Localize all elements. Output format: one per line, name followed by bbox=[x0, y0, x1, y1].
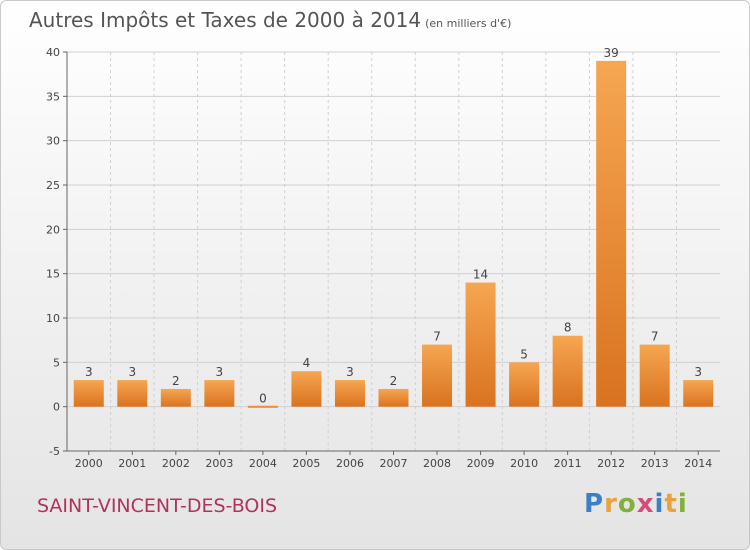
proxiti-logo: Proxiti bbox=[584, 489, 688, 519]
x-tick-label: 2005 bbox=[292, 457, 320, 470]
x-tick-label: 2006 bbox=[336, 457, 364, 470]
chart-title-text: Autres Impôts et Taxes de 2000 à 2014 bbox=[29, 8, 422, 32]
bar bbox=[247, 405, 278, 408]
chart-subtitle: (en milliers d'€) bbox=[425, 17, 512, 30]
bar bbox=[73, 380, 104, 407]
bar bbox=[552, 335, 583, 407]
x-tick-label: 2013 bbox=[641, 457, 669, 470]
y-tick-label: 20 bbox=[46, 223, 60, 236]
x-tick-label: 2000 bbox=[75, 457, 103, 470]
x-tick-label: 2009 bbox=[467, 457, 495, 470]
x-tick-label: 2014 bbox=[684, 457, 712, 470]
y-tick-label: 25 bbox=[46, 179, 60, 192]
chart-title: Autres Impôts et Taxes de 2000 à 2014 (en… bbox=[29, 8, 511, 32]
bar bbox=[639, 344, 670, 407]
bar-value-label: 7 bbox=[651, 330, 659, 344]
logo-letter: t bbox=[664, 489, 678, 519]
bar-value-label: 4 bbox=[303, 356, 311, 370]
bar bbox=[334, 380, 365, 407]
bar bbox=[683, 380, 714, 407]
x-tick-label: 2007 bbox=[380, 457, 408, 470]
logo-letter: o bbox=[617, 489, 637, 519]
bar-value-label: 2 bbox=[172, 374, 180, 388]
x-tick-label: 2004 bbox=[249, 457, 277, 470]
bar-value-label: 3 bbox=[128, 365, 136, 379]
y-tick-label: 40 bbox=[46, 46, 60, 59]
x-tick-label: 2001 bbox=[118, 457, 146, 470]
y-tick-label: 0 bbox=[53, 401, 60, 414]
bar-value-label: 5 bbox=[520, 347, 528, 361]
bar-value-label: 3 bbox=[216, 365, 224, 379]
y-tick-label: 30 bbox=[46, 135, 60, 148]
logo-letter: P bbox=[584, 489, 605, 519]
x-tick-label: 2010 bbox=[510, 457, 538, 470]
logo-letter: i bbox=[654, 489, 665, 519]
bar-value-label: 39 bbox=[604, 46, 619, 60]
bar-value-label: 14 bbox=[473, 268, 488, 282]
bar bbox=[204, 380, 235, 407]
bar-value-label: 0 bbox=[259, 392, 267, 406]
bar bbox=[117, 380, 148, 407]
bar-value-label: 3 bbox=[85, 365, 93, 379]
y-tick-label: 35 bbox=[46, 90, 60, 103]
town-name: SAINT-VINCENT-DES-BOIS bbox=[37, 495, 278, 517]
bar bbox=[465, 282, 496, 407]
bar bbox=[160, 388, 191, 407]
bar-value-label: 3 bbox=[346, 365, 354, 379]
x-tick-label: 2011 bbox=[554, 457, 582, 470]
x-tick-label: 2012 bbox=[597, 457, 625, 470]
y-tick-label: 15 bbox=[46, 268, 60, 281]
bar bbox=[596, 60, 627, 407]
bar bbox=[291, 371, 322, 407]
bar bbox=[509, 362, 540, 407]
bar-value-label: 3 bbox=[694, 365, 702, 379]
x-tick-label: 2008 bbox=[423, 457, 451, 470]
x-tick-label: 2002 bbox=[162, 457, 190, 470]
x-tick-label: 2003 bbox=[205, 457, 233, 470]
y-tick-label: -5 bbox=[49, 445, 60, 458]
y-tick-label: 10 bbox=[46, 312, 60, 325]
bar-value-label: 7 bbox=[433, 330, 441, 344]
bar-value-label: 8 bbox=[564, 321, 572, 335]
bar bbox=[422, 344, 453, 407]
y-tick-label: 5 bbox=[53, 356, 60, 369]
bar-value-label: 2 bbox=[390, 374, 398, 388]
logo-letter: r bbox=[604, 489, 618, 519]
logo-letter: x bbox=[636, 489, 655, 519]
bar bbox=[378, 388, 409, 407]
logo-letter: i bbox=[677, 489, 688, 519]
